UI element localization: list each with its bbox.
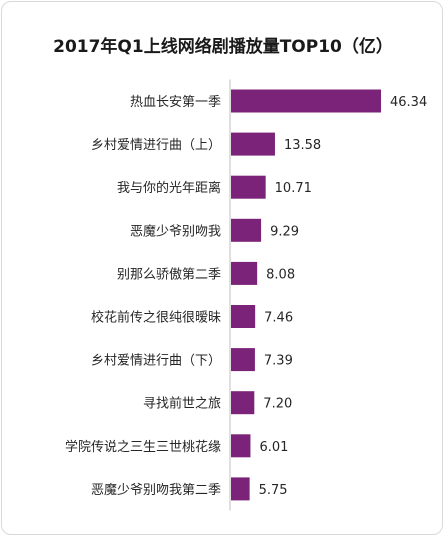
value-label-9: 6.01 — [259, 440, 288, 455]
value-label-1: 46.34 — [390, 95, 427, 110]
bar-8 — [231, 391, 255, 415]
category-label-1: 热血长安第一季 — [130, 95, 221, 110]
value-label-5: 8.08 — [266, 267, 295, 282]
bar-4 — [231, 218, 262, 242]
bars-layer — [231, 89, 381, 501]
value-label-2: 13.58 — [284, 138, 321, 153]
bar-6 — [231, 305, 256, 328]
bar-5 — [231, 261, 258, 285]
category-label-7: 乡村爱情进行曲（下） — [91, 354, 221, 369]
category-label-6: 校花前传之很纯很暧昧 — [91, 310, 221, 326]
category-label-2: 乡村爱情进行曲（上） — [91, 138, 221, 153]
bar-1 — [231, 89, 381, 113]
bar-10 — [231, 477, 250, 501]
category-label-4: 恶魔少爷别吻我 — [130, 224, 221, 239]
bar-3 — [231, 175, 266, 199]
value-labels: 46.34 13.58 10.71 9.29 8.08 7.46 7.39 7.20 6.01 5… — [259, 95, 428, 498]
category-label-5: 别那么骄傲第二季 — [117, 267, 221, 282]
category-label-3: 我与你的光年距离 — [117, 180, 221, 196]
value-label-8: 7.20 — [263, 397, 292, 412]
bar-2 — [231, 132, 275, 156]
value-label-10: 5.75 — [259, 483, 288, 498]
category-label-8: 寻找前世之旅 — [143, 396, 221, 412]
category-label-10: 恶魔少爷别吻我第二季 — [91, 483, 221, 498]
value-label-3: 10.71 — [275, 181, 312, 196]
value-label-6: 7.46 — [264, 311, 293, 326]
category-label-9: 学院传说之三生三世桃花缘 — [65, 439, 221, 455]
bar-7 — [231, 348, 255, 372]
value-label-7: 7.39 — [264, 354, 293, 369]
bar-9 — [231, 434, 251, 458]
chart-title: 2017年Q1上线网络剧播放量TOP10（亿） — [53, 37, 393, 57]
value-label-4: 9.29 — [270, 224, 299, 239]
